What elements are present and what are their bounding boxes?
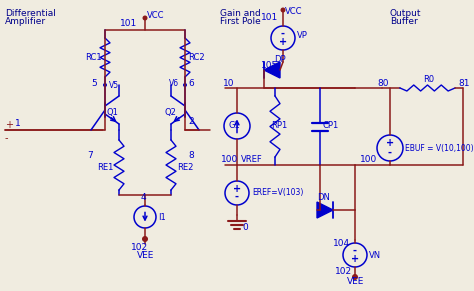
Text: 8: 8 xyxy=(188,150,194,159)
Text: 102: 102 xyxy=(131,242,148,251)
Text: VCC: VCC xyxy=(147,12,164,20)
Text: 10: 10 xyxy=(223,79,235,88)
Text: -: - xyxy=(5,133,9,143)
Text: +: + xyxy=(233,184,241,194)
Text: 4: 4 xyxy=(141,194,146,203)
Text: VP: VP xyxy=(297,31,308,40)
Text: 104: 104 xyxy=(333,239,350,248)
Text: 6: 6 xyxy=(188,79,194,88)
Text: 100: 100 xyxy=(221,155,238,164)
Circle shape xyxy=(352,274,358,280)
Text: EREF=V(103): EREF=V(103) xyxy=(252,189,303,198)
Circle shape xyxy=(183,83,187,87)
Text: RC2: RC2 xyxy=(188,52,205,61)
Text: RP1: RP1 xyxy=(271,122,287,130)
Text: -: - xyxy=(235,192,239,202)
Text: EBUF = V(10,100): EBUF = V(10,100) xyxy=(405,143,474,152)
Circle shape xyxy=(143,15,147,20)
Circle shape xyxy=(281,8,285,13)
Text: 105: 105 xyxy=(261,61,278,70)
Text: Q2: Q2 xyxy=(165,107,177,116)
Text: 2: 2 xyxy=(188,118,193,127)
Text: CP1: CP1 xyxy=(323,122,339,130)
Text: 1: 1 xyxy=(15,120,21,129)
Text: First Pole: First Pole xyxy=(220,17,261,26)
Text: 0: 0 xyxy=(242,223,248,233)
Text: 5: 5 xyxy=(91,79,97,88)
Text: VN: VN xyxy=(369,251,381,260)
Text: VEE: VEE xyxy=(137,251,155,260)
Text: G1: G1 xyxy=(229,122,241,130)
Text: VREF: VREF xyxy=(241,155,263,164)
Text: -: - xyxy=(353,246,357,256)
Text: 81: 81 xyxy=(458,79,470,88)
Text: 101: 101 xyxy=(261,13,278,22)
Polygon shape xyxy=(264,62,280,78)
Text: Differential: Differential xyxy=(5,8,56,17)
Text: RE2: RE2 xyxy=(177,162,193,171)
Text: Q1: Q1 xyxy=(107,107,119,116)
Text: 100: 100 xyxy=(360,155,377,164)
Text: Amplifier: Amplifier xyxy=(5,17,46,26)
Text: DP: DP xyxy=(274,56,286,65)
Text: Buffer: Buffer xyxy=(390,17,418,26)
Text: DN: DN xyxy=(317,194,330,203)
Text: +: + xyxy=(5,120,13,130)
Text: R0: R0 xyxy=(423,75,434,84)
Text: 101: 101 xyxy=(120,19,137,28)
Text: 80: 80 xyxy=(377,79,389,88)
Polygon shape xyxy=(317,202,333,218)
Text: V6: V6 xyxy=(169,79,179,88)
Text: -: - xyxy=(388,148,392,157)
Text: 102: 102 xyxy=(335,267,352,276)
Text: +: + xyxy=(386,139,394,148)
Text: -: - xyxy=(281,29,285,39)
Text: RE1: RE1 xyxy=(97,162,113,171)
Circle shape xyxy=(103,83,107,87)
Text: VCC: VCC xyxy=(285,8,302,17)
Text: +: + xyxy=(351,254,359,264)
Text: I1: I1 xyxy=(158,212,166,221)
Text: RC1: RC1 xyxy=(85,52,101,61)
Circle shape xyxy=(142,236,148,242)
Text: V5: V5 xyxy=(109,81,119,90)
Text: Output: Output xyxy=(390,8,421,17)
Text: VEE: VEE xyxy=(347,278,365,287)
Text: +: + xyxy=(279,37,287,47)
Text: 7: 7 xyxy=(87,150,93,159)
Text: Gain and: Gain and xyxy=(220,8,261,17)
